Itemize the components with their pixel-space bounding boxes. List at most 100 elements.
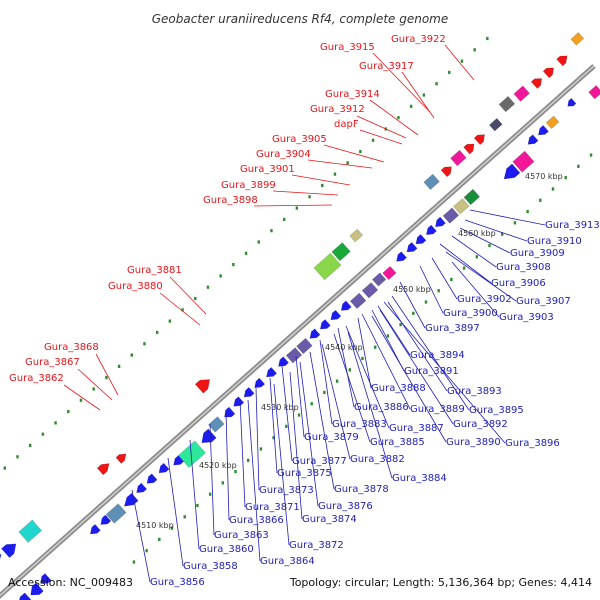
gene-label: Gura_3908: [496, 262, 551, 273]
leader-line: [95, 353, 119, 396]
leader-line: [383, 301, 506, 444]
gene-shape: [309, 328, 321, 339]
gc-dot: [346, 161, 349, 165]
gene-shape: [530, 78, 543, 89]
gene-label: Gura_3914: [325, 89, 380, 100]
gene-label: Gura_3888: [371, 383, 426, 394]
gc-dot: [488, 243, 491, 248]
gene-feature: [233, 396, 245, 407]
gene-label: Gura_3907: [516, 296, 571, 307]
gc-dot: [397, 116, 400, 120]
gene-shape: [158, 462, 170, 474]
gene-label: Gura_3893: [447, 386, 502, 397]
gene-label: Gura_3889: [410, 404, 465, 415]
gene-shape: [415, 234, 427, 245]
gene-shape: [489, 118, 503, 132]
gene-feature: [556, 55, 568, 67]
gene-label: Gura_3876: [318, 501, 373, 512]
gc-dots: [3, 36, 593, 564]
gene-feature: [285, 347, 303, 364]
gc-dot: [589, 153, 593, 157]
gene-shape: [266, 367, 277, 378]
gene-feature: [18, 519, 42, 543]
gene-feature: [463, 188, 480, 206]
gene-label: Gura_3895: [469, 405, 524, 416]
leader-line: [357, 317, 372, 389]
gene-feature: [330, 309, 342, 321]
gene-label: Gura_3910: [527, 236, 582, 247]
gene-feature: [450, 149, 467, 167]
gc-dot: [361, 356, 364, 361]
gene-shape: [512, 150, 535, 173]
gene-label: Gura_3898: [203, 195, 258, 206]
gc-dot: [143, 342, 146, 346]
gene-shape: [442, 207, 460, 224]
gene-feature: [17, 592, 33, 600]
gene-shape: [330, 309, 342, 321]
gene-feature: [498, 96, 516, 113]
leader-line: [361, 313, 411, 410]
gene-feature: [542, 67, 554, 79]
gene-feature: [30, 582, 44, 596]
leader-line: [309, 351, 335, 490]
leader-line: [347, 331, 393, 479]
gene-label: Gura_3904: [256, 149, 311, 160]
gc-dot: [221, 481, 225, 485]
gene-shape: [382, 265, 397, 281]
gene-feature: [406, 242, 418, 253]
forward-gene-labels: Gura_3922 Gura_3915 Gura_3917 Gura_3914 …: [9, 34, 446, 384]
gene-label: Gura_3899: [221, 180, 276, 191]
gene-label: Gura_3874: [302, 514, 357, 525]
leader-line: [439, 243, 492, 284]
leader-line: [291, 174, 351, 186]
gc-dot: [450, 277, 453, 281]
gene-feature: [158, 462, 170, 474]
gc-dot: [308, 195, 311, 199]
gene-feature: [530, 78, 543, 89]
gene-feature: [340, 300, 352, 311]
gene-shape: [567, 97, 577, 107]
leader-line: [377, 305, 411, 356]
gene-shape: [435, 216, 446, 228]
gene-feature: [296, 337, 313, 355]
gene-shape: [194, 379, 211, 394]
gene-feature: [224, 406, 236, 418]
leader-line: [247, 399, 261, 562]
gene-label: Gura_3887: [389, 423, 444, 434]
gc-dot: [448, 70, 451, 75]
gene-shape: [349, 292, 367, 309]
gc-dot: [132, 560, 136, 564]
gc-dot: [196, 503, 199, 508]
gc-dot: [155, 330, 159, 335]
gene-feature: [361, 282, 379, 299]
leader-line: [419, 265, 444, 314]
gene-feature: [423, 173, 440, 190]
gene-feature: [396, 251, 407, 262]
tick-4540: 4540 kbp: [325, 343, 363, 352]
gene-shape: [463, 188, 480, 206]
gene-feature: [146, 473, 158, 484]
reverse-gene-labels: Gura_3913 Gura_3910 Gura_3909 Gura_3908 …: [150, 220, 600, 588]
gc-dot: [206, 285, 210, 289]
leader-line: [281, 365, 293, 462]
gc-dot: [513, 221, 517, 225]
gene-feature: [266, 367, 277, 378]
gene-feature: [512, 150, 535, 173]
gene-label: Gura_3915: [320, 42, 375, 53]
gc-dot: [92, 387, 95, 391]
gc-dot: [244, 251, 248, 255]
gc-dot: [371, 138, 375, 142]
tick-4570: 4570 kbp: [525, 172, 563, 181]
gc-dot: [310, 402, 313, 406]
gene-shape: [313, 252, 342, 281]
leader-line: [77, 368, 113, 401]
leader-line: [295, 355, 305, 438]
gene-label: Gura_3894: [410, 350, 465, 361]
gene-shape: [30, 582, 44, 596]
tick-4550: 4550 kbp: [393, 285, 431, 294]
gene-shape: [349, 228, 363, 243]
gc-dot: [564, 176, 567, 180]
gene-label: Gura_3877: [292, 456, 347, 467]
gc-dot: [168, 319, 172, 323]
